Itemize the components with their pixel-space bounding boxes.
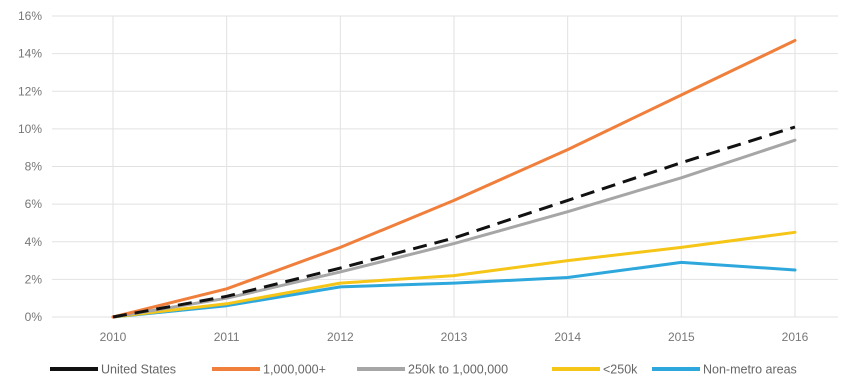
y-tick-label: 0%	[25, 310, 43, 324]
series-line-1-000-000	[111, 39, 797, 319]
gridlines	[52, 15, 838, 318]
legend: United States 1,000,000+ 250k to 1,000,000…	[50, 363, 797, 377]
y-tick-label: 6%	[25, 197, 43, 211]
x-tick-label: 2011	[214, 330, 240, 344]
legend-label: 250k to 1,000,000	[408, 363, 508, 377]
y-tick-label: 16%	[18, 9, 42, 23]
x-axis: 2010 2011 2012 2013 2014 2015 2016	[100, 330, 809, 344]
series-line-250k	[111, 230, 797, 319]
legend-label: <250k	[603, 363, 638, 377]
y-axis: 0% 2% 4% 6% 8% 10% 12% 14% 16%	[18, 9, 42, 324]
y-tick-label: 4%	[25, 235, 43, 249]
x-tick-label: 2016	[782, 330, 809, 344]
series-lines	[111, 39, 797, 319]
x-tick-label: 2015	[668, 330, 695, 344]
y-tick-label: 10%	[18, 122, 42, 136]
y-tick-label: 8%	[25, 160, 43, 174]
legend-label: United States	[101, 363, 176, 377]
x-tick-label: 2013	[441, 330, 468, 344]
x-tick-label: 2012	[327, 330, 354, 344]
series-line-non-metro-areas	[111, 260, 797, 319]
y-tick-label: 2%	[25, 272, 43, 286]
legend-label: 1,000,000+	[263, 363, 326, 377]
legend-label: Non-metro areas	[703, 363, 797, 377]
series-line-250k-to-1-000-000	[111, 138, 797, 319]
x-tick-label: 2010	[100, 330, 127, 344]
series-line-united-states	[112, 125, 796, 319]
x-tick-label: 2014	[554, 330, 581, 344]
y-tick-label: 12%	[18, 84, 42, 98]
y-tick-label: 14%	[18, 47, 42, 61]
